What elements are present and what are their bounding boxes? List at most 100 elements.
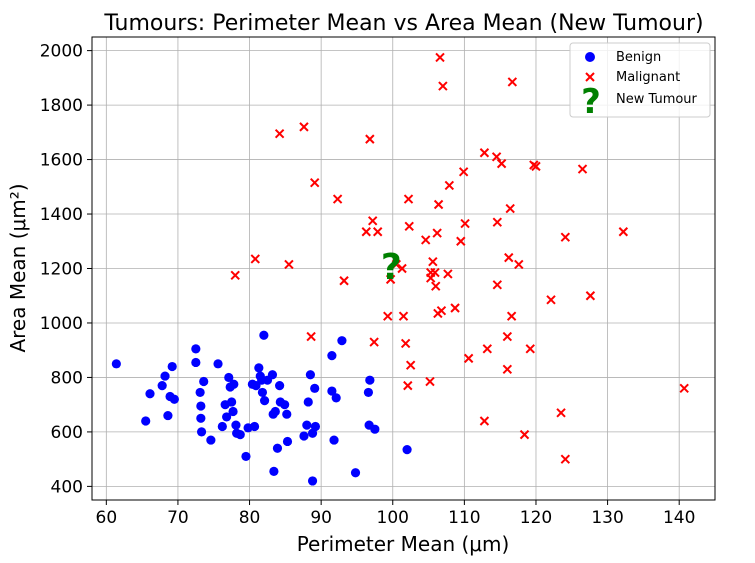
- malignant-point: [433, 199, 444, 210]
- y-axis-label: Area Mean (μm²): [6, 183, 30, 352]
- benign-point: [267, 370, 278, 380]
- benign-point: [196, 427, 207, 437]
- malignant-point: [504, 252, 514, 263]
- data-points: ?: [111, 52, 689, 486]
- benign-point: [206, 435, 216, 445]
- legend-new-tumour-marker: ?: [581, 82, 601, 122]
- malignant-point: [405, 360, 416, 370]
- malignant-point: [506, 311, 517, 321]
- benign-point: [222, 412, 232, 422]
- legend-malignant-marker: [585, 72, 595, 82]
- benign-point: [305, 370, 316, 380]
- benign-point: [191, 357, 201, 368]
- malignant-point: [456, 236, 466, 246]
- malignant-point: [463, 353, 474, 364]
- benign-point: [331, 393, 341, 403]
- malignant-point: [458, 167, 469, 177]
- malignant-point: [560, 454, 571, 464]
- benign-point: [196, 401, 206, 411]
- benign-point: [249, 421, 260, 432]
- x-axis-label: Perimeter Mean (μm): [297, 532, 510, 556]
- x-tick-label: 120: [520, 508, 552, 528]
- benign-point: [195, 387, 205, 398]
- malignant-point: [274, 128, 285, 139]
- malignant-point: [435, 52, 445, 63]
- malignant-point: [365, 134, 375, 144]
- benign-point: [224, 372, 234, 383]
- malignant-point: [577, 164, 588, 174]
- benign-point: [280, 400, 290, 410]
- legend-benign-marker: [585, 52, 595, 62]
- malignant-point: [502, 364, 513, 374]
- benign-point: [251, 381, 261, 391]
- malignant-point: [546, 295, 556, 305]
- x-tick-label: 110: [448, 508, 480, 528]
- malignant-point: [309, 178, 320, 188]
- y-tick-label: 600: [51, 423, 83, 443]
- malignant-point: [482, 344, 492, 354]
- benign-point: [282, 409, 292, 419]
- malignant-point: [502, 331, 513, 342]
- malignant-point: [385, 274, 396, 285]
- benign-point: [235, 430, 245, 440]
- malignant-point: [479, 148, 490, 158]
- malignant-point: [491, 152, 502, 162]
- benign-point: [160, 371, 170, 381]
- benign-point: [259, 330, 269, 340]
- malignant-point: [368, 216, 378, 226]
- benign-point: [329, 435, 339, 445]
- benign-point: [272, 443, 283, 453]
- benign-point: [141, 416, 151, 426]
- x-tick-label: 90: [310, 508, 332, 528]
- malignant-point: [436, 306, 447, 316]
- y-tick-label: 1800: [40, 96, 83, 116]
- malignant-point: [479, 416, 490, 426]
- y-tick-label: 2000: [40, 42, 83, 62]
- benign-point: [307, 476, 318, 486]
- malignant-point: [230, 270, 240, 281]
- benign-point: [310, 421, 321, 432]
- malignant-point: [398, 311, 409, 321]
- malignant-point: [514, 259, 524, 270]
- benign-point: [303, 397, 313, 407]
- malignant-point: [519, 429, 530, 440]
- benign-point: [310, 383, 320, 393]
- benign-point: [163, 410, 173, 421]
- benign-point: [199, 376, 209, 387]
- malignant-point: [432, 228, 442, 238]
- malignant-point: [496, 158, 507, 169]
- malignant-point: [556, 408, 566, 418]
- malignant-point: [560, 232, 571, 242]
- new-tumour-point: ?: [381, 247, 402, 288]
- benign-point: [241, 451, 251, 462]
- malignant-point: [507, 77, 518, 87]
- malignant-point: [430, 267, 440, 278]
- malignant-point: [420, 235, 431, 245]
- benign-point: [227, 397, 237, 407]
- benign-point: [111, 359, 121, 369]
- x-tick-label: 100: [377, 508, 409, 528]
- benign-point: [231, 420, 241, 430]
- benign-point: [363, 387, 374, 398]
- malignant-point: [425, 376, 435, 387]
- benign-point: [213, 359, 223, 369]
- malignant-point: [306, 331, 316, 342]
- y-tick-label: 1200: [40, 260, 83, 280]
- x-tick-label: 80: [239, 508, 261, 528]
- benign-point: [275, 381, 285, 391]
- malignant-point: [332, 194, 343, 204]
- malignant-point: [492, 217, 503, 227]
- benign-point: [402, 445, 412, 455]
- malignant-point: [397, 263, 407, 274]
- y-tick-label: 400: [51, 477, 83, 497]
- malignant-point: [531, 161, 541, 172]
- y-tick-label: 1000: [40, 314, 83, 334]
- benign-point: [145, 389, 155, 399]
- y-tick-label: 800: [51, 368, 83, 388]
- malignant-point: [250, 254, 260, 264]
- malignant-point: [391, 259, 402, 270]
- malignant-point: [492, 280, 503, 290]
- benign-point: [229, 379, 239, 389]
- malignant-point: [369, 337, 379, 347]
